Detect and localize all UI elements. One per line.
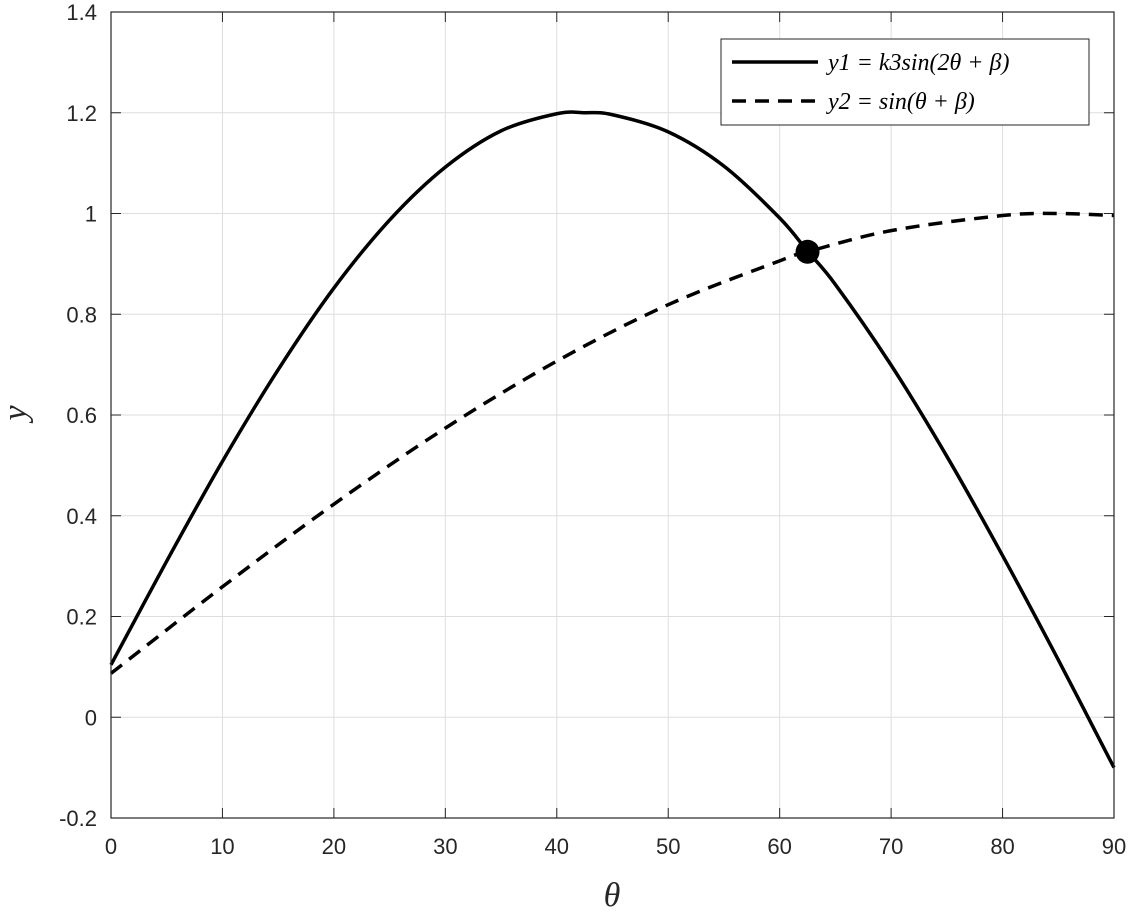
- y-tick-label: 0.8: [66, 302, 97, 327]
- x-tick-labels: 0 10 20 30 40 50 60 70 80 90: [105, 834, 1126, 859]
- y-tick-label: 1.4: [66, 0, 97, 25]
- y-tick-label: 1.2: [66, 101, 97, 126]
- series-line-y1: [109, 110, 1116, 769]
- x-tick-label: 0: [105, 834, 117, 859]
- x-axis-label: θ: [604, 877, 621, 914]
- y-tick-label: 0.6: [66, 403, 97, 428]
- legend-entry-2: y2 = sin(θ + β): [826, 89, 975, 115]
- x-tick-label: 20: [322, 834, 346, 859]
- legend: y1 = k3sin(2θ + β) y2 = sin(θ + β): [720, 38, 1090, 126]
- y-axis-label: y: [0, 405, 34, 424]
- y-tick-label: -0.2: [59, 806, 97, 831]
- intersection-marker: [795, 239, 820, 264]
- tick-marks: [110, 11, 1115, 819]
- x-tick-label: 40: [545, 834, 569, 859]
- x-tick-label: 50: [656, 834, 680, 859]
- y-tick-labels: -0.2 0 0.2 0.4 0.6 0.8 1 1.2 1.4: [59, 0, 97, 831]
- x-tick-label: 90: [1102, 834, 1126, 859]
- grid-lines: [110, 11, 1115, 819]
- x-tick-label: 70: [879, 834, 903, 859]
- x-tick-label: 10: [210, 834, 234, 859]
- x-tick-label: 30: [433, 834, 457, 859]
- series-line-y2: [109, 211, 1115, 675]
- x-tick-label: 60: [767, 834, 791, 859]
- y-tick-label: 0.4: [66, 504, 97, 529]
- y-tick-label: 1: [85, 202, 97, 227]
- series-group: [109, 110, 1116, 769]
- legend-box: [720, 38, 1090, 126]
- legend-entry-1: y1 = k3sin(2θ + β): [826, 50, 1009, 76]
- x-tick-label: 80: [990, 834, 1014, 859]
- y-tick-label: 0: [85, 705, 97, 730]
- y-tick-label: 0.2: [66, 605, 97, 630]
